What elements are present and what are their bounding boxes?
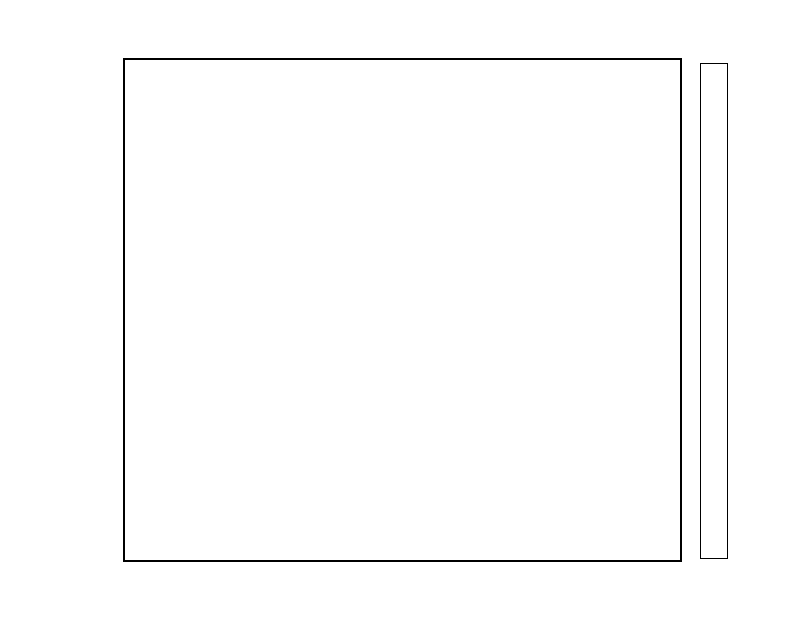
heatmap-canvas: [125, 60, 680, 560]
colorbar: [700, 63, 728, 559]
map-plot: [123, 58, 682, 562]
